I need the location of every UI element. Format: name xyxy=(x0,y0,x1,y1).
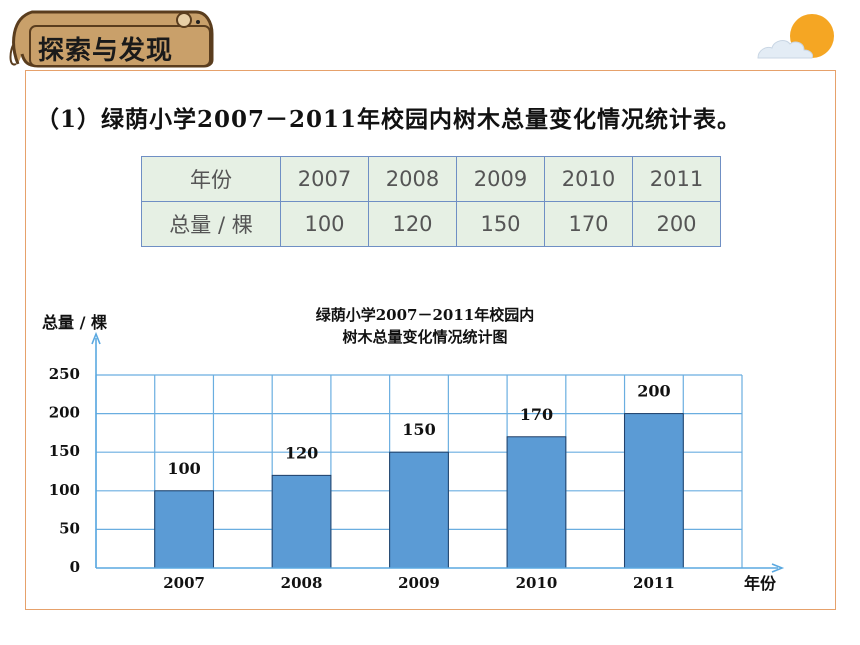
y-tick-label: 200 xyxy=(49,404,80,422)
table-cell-year: 2009 xyxy=(456,156,545,202)
bar-value-label: 100 xyxy=(167,459,200,478)
x-axis-label: 年份 xyxy=(744,574,777,593)
x-axis-arrow xyxy=(771,563,785,573)
x-tick-label: 2007 xyxy=(163,574,205,592)
x-tick-label: 2011 xyxy=(633,574,675,592)
section-header: 探索与发现 xyxy=(8,4,214,68)
y-tick-label: 250 xyxy=(49,365,80,383)
bar-value-label: 200 xyxy=(637,382,670,401)
table-header-total: 总量 / 棵 xyxy=(141,201,281,247)
table-cell-total: 100 xyxy=(280,201,369,247)
bar-value-label: 170 xyxy=(520,405,553,424)
chart-title-line1: 绿荫小学2007－2011年校园内 xyxy=(315,306,535,324)
statistics-table: 年份 2007 2008 2009 2010 2011 总量 / 棵 100 1… xyxy=(141,156,721,247)
bar xyxy=(506,436,567,569)
bar xyxy=(389,451,449,569)
content-frame xyxy=(25,70,836,610)
table-cell-total: 120 xyxy=(368,201,457,247)
table-header-year: 年份 xyxy=(141,156,281,202)
table-cell-year: 2011 xyxy=(632,156,721,202)
table-row-totals: 总量 / 棵 100 120 150 170 200 xyxy=(141,201,721,247)
bar xyxy=(271,474,332,569)
mouse-tag-icon xyxy=(9,10,214,68)
sun-cloud-icon xyxy=(757,14,834,59)
bar-value-label: 150 xyxy=(402,420,435,439)
y-axis-label: 总量 / 棵 xyxy=(42,313,107,332)
bar-value-label: 120 xyxy=(285,443,318,462)
y-tick-label: 100 xyxy=(49,481,80,499)
table-cell-total: 170 xyxy=(544,201,633,247)
x-tick-label: 2009 xyxy=(398,574,440,592)
section-title: （1）绿荫小学2007－2011年校园内树木总量变化情况统计表。 xyxy=(36,106,742,133)
bar xyxy=(624,413,684,569)
y-tick-label: 150 xyxy=(49,442,80,460)
x-tick-label: 2008 xyxy=(281,574,323,592)
table-cell-total: 200 xyxy=(632,201,721,247)
y-tick-label: 50 xyxy=(59,519,80,537)
y-tick-label: 0 xyxy=(70,558,80,576)
chart-title: 绿荫小学2007－2011年校园内 树木总量变化情况统计图 xyxy=(260,304,590,348)
x-tick-label: 2010 xyxy=(516,574,558,592)
section-header-title: 探索与发现 xyxy=(38,36,174,66)
bar xyxy=(154,490,214,569)
table-row-years: 年份 2007 2008 2009 2010 2011 xyxy=(141,156,721,202)
table-cell-year: 2007 xyxy=(280,156,369,202)
table-cell-year: 2010 xyxy=(544,156,633,202)
y-axis-arrow xyxy=(91,331,101,345)
chart-title-line2: 树木总量变化情况统计图 xyxy=(342,328,508,346)
